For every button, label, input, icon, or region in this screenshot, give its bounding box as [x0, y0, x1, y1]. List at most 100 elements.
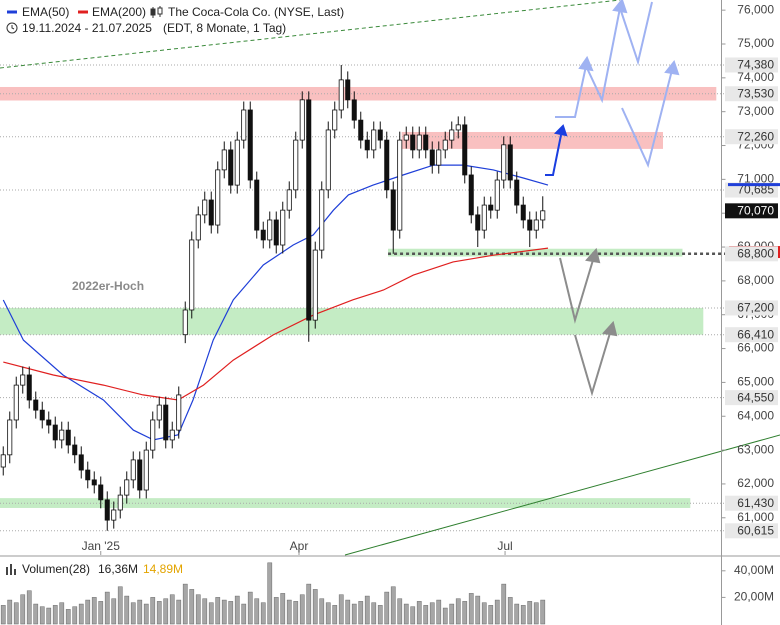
- candle-body: [39, 409, 45, 421]
- candle-body: [176, 394, 182, 431]
- candle-body: [299, 99, 305, 141]
- candle-body: [364, 139, 370, 151]
- volume-bar: [39, 606, 45, 625]
- candle-body: [514, 179, 520, 206]
- volume-bar: [345, 599, 351, 625]
- levels: [0, 64, 780, 532]
- candle-body: [260, 229, 266, 241]
- candle-body: [254, 179, 260, 231]
- candle-body: [468, 174, 474, 216]
- candle-body: [208, 199, 214, 226]
- x-tick-label: Apr: [290, 539, 309, 553]
- volume-bar: [26, 590, 32, 625]
- volume-bar: [358, 601, 364, 625]
- volume-bar: [169, 594, 175, 625]
- candle-body: [533, 219, 539, 231]
- level-box: [725, 57, 778, 73]
- candle-body: [475, 214, 481, 231]
- candle-body: [306, 99, 312, 321]
- volume-bar: [468, 593, 474, 625]
- arrow-head: [578, 55, 594, 72]
- candle-body: [215, 169, 221, 226]
- candle-body: [52, 424, 58, 441]
- volume-tick-label: 20,00M: [734, 590, 774, 604]
- candle-body: [0, 454, 6, 468]
- y-tick-label: 63,000: [737, 442, 774, 456]
- volume-bar: [403, 603, 409, 625]
- y-tick-label: 71,000: [737, 172, 774, 186]
- volume-bar: [163, 598, 169, 625]
- volume-bar: [449, 603, 455, 625]
- candle-body: [507, 144, 513, 181]
- zone: [0, 307, 704, 335]
- volume-bar: [462, 601, 468, 625]
- candle-body: [286, 189, 292, 211]
- level-label: 68,800: [737, 246, 774, 260]
- volume-bar: [221, 599, 227, 625]
- candle-body: [117, 494, 123, 511]
- volume-bar: [306, 583, 312, 625]
- arrow-head: [664, 59, 680, 76]
- volume-bar: [254, 598, 260, 625]
- y-tick-label: 74,000: [737, 70, 774, 84]
- y-tick-label: 61,000: [737, 510, 774, 524]
- candle-body: [377, 129, 383, 141]
- candles: [0, 64, 546, 531]
- volume-bar: [364, 595, 370, 625]
- volume-bar: [442, 607, 448, 625]
- volume-bar: [267, 562, 273, 625]
- level-label: 66,410: [737, 327, 774, 341]
- candle-body: [150, 419, 156, 451]
- volume-bar: [98, 601, 104, 625]
- level-box: [725, 203, 778, 219]
- volume-bar: [150, 597, 156, 625]
- candle-body: [423, 134, 429, 151]
- x-tick-label: Jul: [497, 539, 512, 553]
- level-label: 73,530: [737, 86, 774, 100]
- candle-body: [416, 134, 422, 151]
- volume-bar: [351, 603, 357, 625]
- y-tick-label: 65,000: [737, 375, 774, 389]
- zones: [0, 86, 717, 508]
- candle-body: [267, 219, 273, 241]
- candle-body: [65, 429, 71, 446]
- volume-bar: [514, 603, 520, 625]
- volume-bar: [202, 598, 208, 625]
- volume-bar: [397, 598, 403, 625]
- volume-tick-label: 40,00M: [734, 563, 774, 577]
- volume-bar: [319, 598, 325, 625]
- volume-bar: [78, 603, 84, 625]
- candle-body: [371, 129, 377, 151]
- level-box: [725, 129, 778, 145]
- y-tick-label: 62,000: [737, 476, 774, 490]
- candle-body: [130, 459, 136, 481]
- volume-bar: [189, 589, 195, 625]
- volume-bar: [111, 598, 117, 625]
- arrow-blue: [545, 134, 562, 176]
- ema-line: [3, 247, 549, 401]
- volume-average: 14,89M: [143, 562, 183, 576]
- volume-bar: [85, 599, 91, 625]
- candle-body: [202, 199, 208, 216]
- y-tick-label: 66,000: [737, 341, 774, 355]
- y-tick-label: 75,000: [737, 36, 774, 50]
- volume-bar: [286, 599, 292, 625]
- candle-body: [403, 134, 409, 141]
- level-label: 64,550: [737, 390, 774, 404]
- zone: [388, 248, 683, 257]
- candle-body: [351, 99, 357, 121]
- volume-bar: [494, 599, 500, 625]
- candle-body: [7, 419, 13, 456]
- level-label: 60,615: [737, 523, 774, 537]
- volume-bar: [241, 603, 247, 625]
- candle-body: [91, 479, 97, 486]
- volume-title: Volumen(28): [22, 562, 90, 576]
- volume-bar: [215, 597, 221, 625]
- volume-bar: [507, 597, 513, 625]
- candle-body: [325, 129, 331, 191]
- candle-body: [338, 79, 344, 111]
- volume-bar: [481, 602, 487, 625]
- volume-bar: [156, 601, 162, 625]
- y-tick-label: 76,000: [737, 2, 774, 16]
- ema50-marker: [728, 183, 780, 187]
